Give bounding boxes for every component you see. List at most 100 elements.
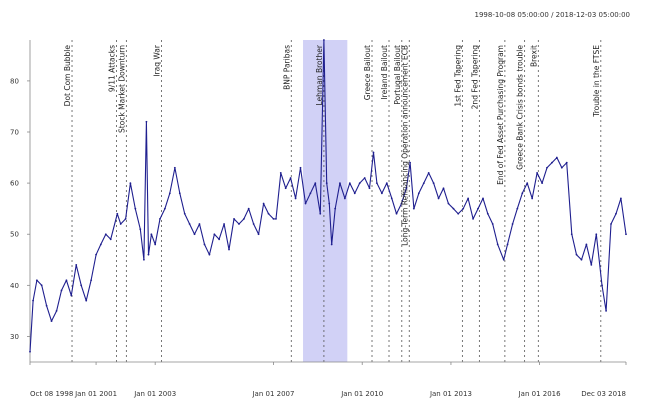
data-point: [154, 243, 157, 246]
event-label: Dot Com Bubble: [63, 45, 72, 107]
data-point: [247, 207, 250, 210]
data-point: [343, 197, 346, 200]
data-point: [178, 192, 181, 195]
data-point: [339, 182, 341, 185]
data-point: [109, 238, 112, 241]
data-point: [412, 207, 415, 210]
data-point: [147, 253, 150, 256]
data-point: [159, 217, 161, 220]
y-tick-label: 30: [10, 333, 19, 341]
data-point: [516, 207, 519, 210]
data-point: [257, 233, 260, 236]
data-point: [243, 217, 245, 220]
data-point: [334, 207, 337, 210]
data-point: [585, 243, 588, 246]
data-point: [299, 166, 302, 169]
event-label: Greece Bailout: [363, 45, 372, 100]
data-point: [75, 263, 78, 266]
event-label: Lehman Brother: [315, 44, 324, 105]
event-label: End of Fed Asset Purchasing Program: [496, 45, 505, 185]
x-tick-label: Jan 01 2007: [251, 390, 294, 398]
series-line: [29, 39, 627, 352]
data-point: [409, 161, 411, 164]
data-point: [353, 192, 356, 195]
x-tick-label: Jan 01 2001: [74, 390, 117, 398]
data-point: [119, 223, 122, 225]
data-point: [595, 233, 598, 236]
y-tick-label: 60: [10, 180, 19, 188]
data-point: [238, 223, 240, 225]
data-point: [323, 39, 325, 41]
data-point: [526, 182, 529, 185]
data-point: [304, 202, 307, 205]
data-point: [168, 192, 171, 195]
data-point: [363, 177, 366, 179]
data-point: [511, 223, 514, 225]
data-point: [541, 182, 544, 185]
data-point: [447, 202, 450, 205]
y-tick-label: 80: [10, 77, 19, 85]
data-point: [560, 166, 563, 169]
y-tick-label: 40: [10, 282, 19, 290]
data-point: [70, 294, 73, 297]
data-point: [619, 197, 622, 200]
data-point: [482, 197, 484, 200]
data-point: [294, 197, 297, 200]
data-point: [289, 177, 292, 179]
event-label: Greece Bank Crisis bonds trouble: [516, 45, 525, 170]
data-point: [284, 187, 287, 190]
data-point: [85, 299, 88, 302]
data-point: [95, 253, 97, 256]
data-point: [223, 223, 225, 225]
event-label: Ireland Bailout: [380, 45, 389, 100]
data-point: [45, 304, 48, 307]
data-point: [491, 223, 494, 225]
data-point: [467, 197, 470, 200]
data-point: [35, 279, 38, 282]
data-point: [590, 263, 593, 266]
data-point: [80, 284, 83, 287]
data-point: [348, 182, 351, 185]
data-point: [472, 217, 474, 220]
data-point: [32, 299, 34, 302]
data-point: [417, 192, 420, 195]
data-point: [314, 182, 317, 185]
data-point: [233, 217, 235, 220]
date-range-label: 1998-10-08 05:00:00 / 2018-12-03 05:00:0…: [475, 11, 631, 19]
data-point: [60, 289, 63, 292]
data-point: [610, 223, 612, 225]
data-point: [486, 212, 489, 215]
data-point: [29, 350, 31, 353]
data-point: [328, 202, 331, 205]
data-point: [173, 166, 176, 169]
data-point: [193, 233, 196, 236]
data-point: [267, 212, 270, 215]
data-point: [457, 212, 460, 215]
data-point: [262, 202, 265, 205]
data-point: [372, 151, 375, 154]
data-point: [252, 223, 255, 225]
data-point: [228, 248, 230, 251]
data-point: [575, 253, 578, 256]
event-label: 1st Fed Tapering: [453, 45, 462, 107]
data-point: [385, 182, 388, 185]
data-point: [380, 192, 383, 195]
data-point: [565, 161, 568, 164]
x-tick-label: Dec 03 2018: [581, 390, 626, 398]
x-tick-label: Jan 01 2013: [429, 390, 472, 398]
y-tick-label: 70: [10, 129, 19, 137]
data-point: [625, 233, 627, 236]
data-point: [213, 233, 216, 236]
data-point: [183, 212, 186, 215]
data-point: [275, 217, 277, 220]
data-point: [437, 197, 440, 200]
data-point: [150, 233, 153, 236]
data-point: [390, 197, 393, 200]
data-point: [198, 223, 201, 225]
data-point: [319, 212, 322, 215]
data-point: [99, 243, 102, 246]
data-point: [272, 217, 275, 220]
data-point: [400, 202, 403, 205]
axes-layer: 30 40 50 60 70 80 Oct 08 1998 Jan 01 2001 Jan 01…: [10, 40, 627, 398]
